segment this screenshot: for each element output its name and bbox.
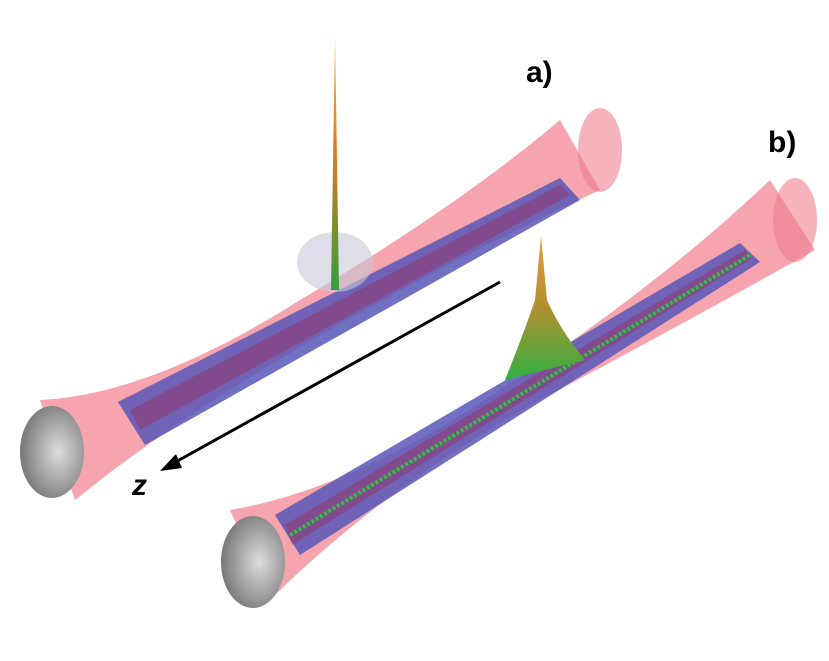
- surface: [118, 178, 580, 445]
- panel-b: [221, 178, 817, 608]
- surface: [275, 243, 760, 555]
- beam-core: [130, 185, 570, 430]
- panel-label: a): [526, 56, 553, 89]
- beam-end: [773, 178, 817, 262]
- beam-end: [578, 108, 622, 192]
- panel-a: [20, 35, 622, 500]
- spike: [505, 236, 585, 380]
- panel-label: b): [768, 126, 796, 159]
- beam-end: [221, 516, 285, 608]
- arrow-head: [160, 454, 182, 471]
- spike: [331, 35, 339, 290]
- axis-label: z: [131, 469, 147, 502]
- z-arrow: [171, 280, 501, 466]
- beam-end: [20, 406, 84, 498]
